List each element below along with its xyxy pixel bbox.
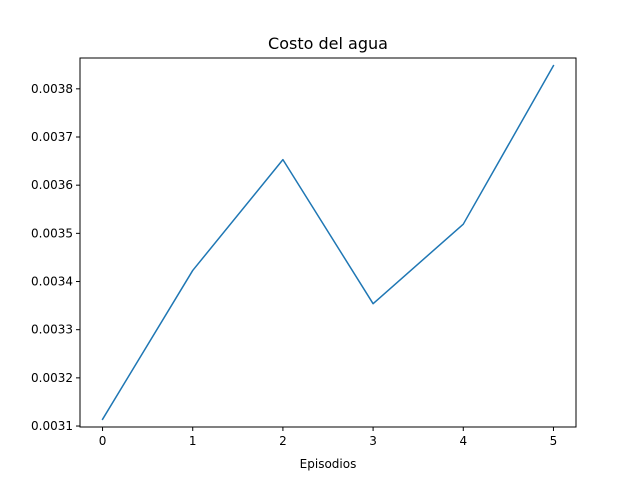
plot-area xyxy=(79,57,577,428)
y-tick-label: 0.0036 xyxy=(31,178,73,192)
y-tick-label: 0.0038 xyxy=(31,82,73,96)
y-tick-label: 0.0032 xyxy=(31,371,73,385)
x-tick-label: 2 xyxy=(279,434,287,448)
y-axis: 0.0031 0.0032 0.0033 0.0034 0.0035 0.0036 0.00… xyxy=(31,82,80,433)
series-line-0 xyxy=(101,64,555,421)
x-tick-label: 0 xyxy=(99,434,107,448)
x-axis-title: Episodios xyxy=(300,457,357,471)
x-tick-label: 5 xyxy=(550,434,558,448)
y-tick-label: 0.0031 xyxy=(31,419,73,433)
x-tick-label: 3 xyxy=(369,434,377,448)
chart-title: Costo del agua xyxy=(268,34,388,53)
y-tick-label: 0.0035 xyxy=(31,226,73,240)
x-tick-label: 4 xyxy=(459,434,467,448)
y-tick-label: 0.0033 xyxy=(31,323,73,337)
x-tick-label: 1 xyxy=(189,434,197,448)
x-axis: 0 1 2 3 4 5 xyxy=(99,427,558,448)
y-tick-label: 0.0034 xyxy=(31,275,73,289)
y-tick-label: 0.0037 xyxy=(31,130,73,144)
plot-frame xyxy=(79,57,577,428)
